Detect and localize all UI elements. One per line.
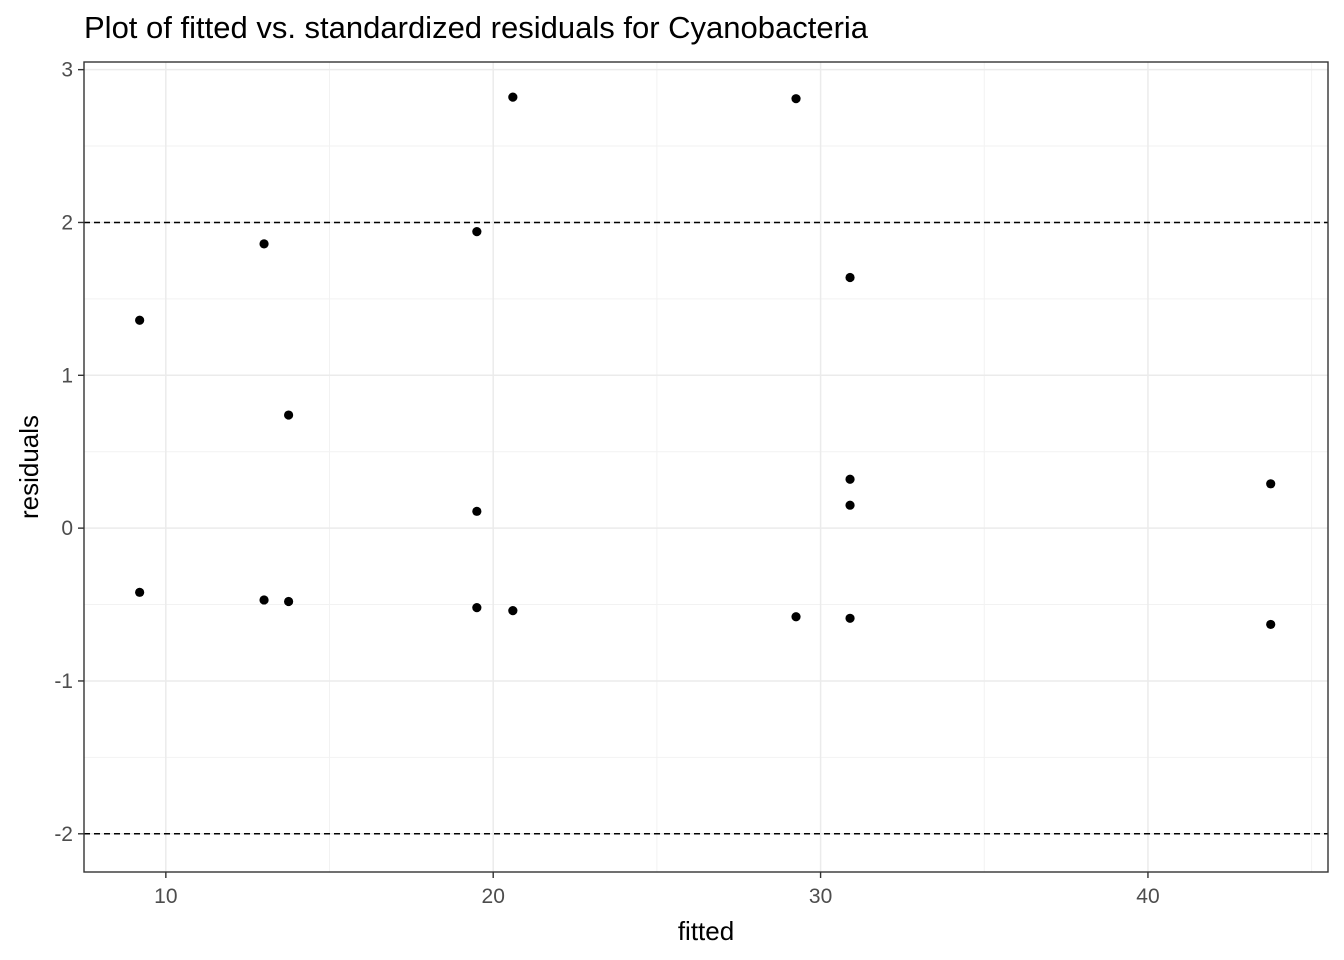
- data-point: [508, 606, 518, 616]
- data-point: [845, 474, 855, 484]
- reference-lines: [84, 221, 1328, 835]
- data-point: [845, 613, 855, 623]
- y-tick-label: -1: [54, 670, 73, 693]
- data-point: [791, 612, 801, 622]
- y-axis-title: residuals: [14, 415, 44, 519]
- x-axis-ticks: 10 20 30 40: [154, 872, 1160, 908]
- y-tick-label: 2: [61, 211, 73, 234]
- data-point: [259, 595, 269, 605]
- y-tick-label: 3: [61, 59, 73, 82]
- grid-minor-lines: [84, 62, 1328, 872]
- data-point: [508, 92, 518, 102]
- data-point: [845, 272, 855, 283]
- x-tick-label: 20: [482, 885, 505, 908]
- data-point: [472, 506, 482, 516]
- x-tick-label: 40: [1136, 885, 1159, 908]
- data-points: [135, 92, 1276, 630]
- data-point: [259, 239, 269, 249]
- x-tick-label: 10: [154, 885, 177, 908]
- data-point: [1266, 619, 1276, 630]
- y-tick-label: 1: [61, 364, 73, 387]
- x-axis-title: fitted: [678, 916, 734, 946]
- data-point: [791, 94, 801, 104]
- data-point: [135, 315, 145, 325]
- data-point: [284, 410, 294, 420]
- chart-title: Plot of fitted vs. standardized residual…: [84, 10, 869, 45]
- data-point: [135, 587, 145, 597]
- data-point: [472, 603, 482, 613]
- y-tick-label: 0: [61, 517, 73, 540]
- y-axis-ticks: -2 -1 0 1 2 3: [54, 59, 84, 846]
- data-point: [1266, 479, 1276, 489]
- panel-border: [83, 61, 1329, 873]
- data-point: [472, 227, 482, 237]
- y-tick-label: -2: [54, 823, 73, 846]
- x-tick-label: 30: [809, 885, 832, 908]
- data-point: [284, 596, 294, 607]
- grid-major-lines: [84, 62, 1328, 872]
- data-point: [845, 500, 855, 510]
